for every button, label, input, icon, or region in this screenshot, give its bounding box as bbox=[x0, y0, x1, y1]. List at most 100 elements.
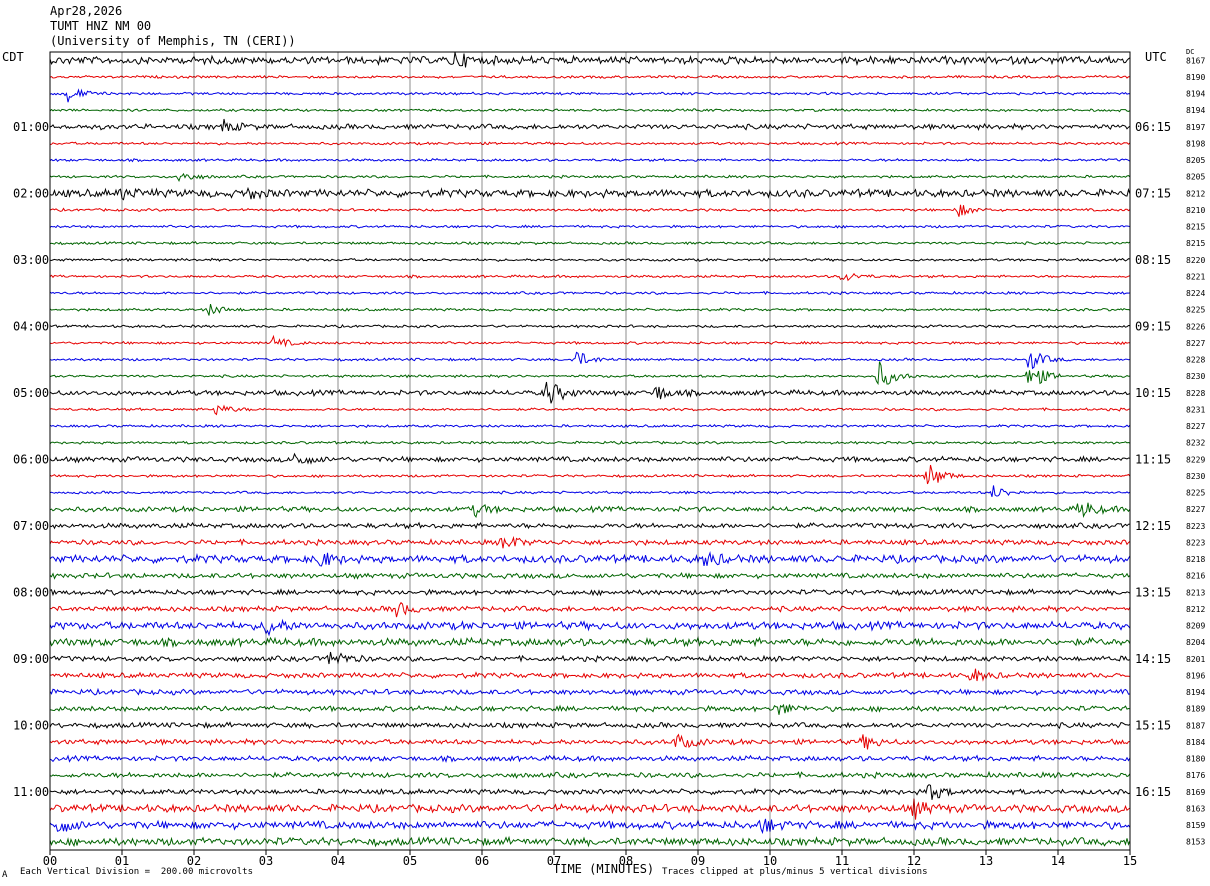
trace-red-row-13 bbox=[49, 272, 1131, 282]
footer-clip-note: Traces clipped at plus/minus 5 vertical … bbox=[662, 867, 928, 877]
trace-black-row-16 bbox=[49, 323, 1131, 329]
trace-black-row-20 bbox=[49, 381, 1131, 404]
x-tick-label: 07 bbox=[547, 854, 561, 868]
x-axis-title: TIME (MINUTES) bbox=[553, 862, 655, 876]
dc-value: 8176 bbox=[1186, 771, 1205, 780]
dc-value: 8180 bbox=[1186, 755, 1205, 764]
date-label: Apr28,2026 bbox=[50, 4, 123, 18]
dc-value: 8205 bbox=[1186, 173, 1205, 182]
dc-value: 8216 bbox=[1186, 572, 1205, 581]
dc-value: 8223 bbox=[1186, 538, 1205, 547]
trace-green-row-31 bbox=[49, 571, 1131, 580]
trace-green-row-7 bbox=[49, 172, 1131, 183]
trace-blue-row-14 bbox=[49, 290, 1131, 296]
left-time-label: 07:00 bbox=[13, 519, 49, 533]
grid-group bbox=[49, 51, 1131, 855]
left-time-label: 09:00 bbox=[13, 652, 49, 666]
right-time-label: 10:15 bbox=[1135, 386, 1171, 400]
x-tick-label: 11 bbox=[835, 854, 849, 868]
trace-green-row-35 bbox=[49, 636, 1131, 649]
trace-group bbox=[49, 52, 1131, 848]
dc-value: 8169 bbox=[1186, 788, 1205, 797]
station-label: TUMT HNZ NM 00 bbox=[50, 19, 152, 33]
left-time-label: 08:00 bbox=[13, 585, 49, 599]
dc-value: 8232 bbox=[1186, 439, 1205, 448]
dc-value: 8218 bbox=[1186, 555, 1205, 564]
dc-value: 8194 bbox=[1186, 90, 1205, 99]
label-group: 00 01 02 03 04 05 06 07 08 09 10 11 12 13 14 15 01:00 02:… bbox=[13, 56, 1205, 868]
x-tick-label: 09 bbox=[691, 854, 705, 868]
trace-red-row-21 bbox=[49, 404, 1131, 416]
dc-value: 8224 bbox=[1186, 289, 1205, 298]
left-time-label: 02:00 bbox=[13, 186, 49, 200]
dc-value: 8227 bbox=[1186, 422, 1205, 431]
dc-value: 8223 bbox=[1186, 522, 1205, 531]
trace-blue-row-34 bbox=[49, 618, 1131, 637]
dc-value: 8194 bbox=[1186, 688, 1205, 697]
left-time-label: 06:00 bbox=[13, 452, 49, 466]
left-time-label: 04:00 bbox=[13, 319, 49, 333]
right-time-label: 08:15 bbox=[1135, 253, 1171, 267]
x-tick-label: 01 bbox=[115, 854, 129, 868]
dc-value: 8189 bbox=[1186, 705, 1205, 714]
trace-black-row-12 bbox=[49, 257, 1131, 263]
dc-value: 8194 bbox=[1186, 106, 1205, 115]
dc-value: 8215 bbox=[1186, 239, 1205, 248]
station-header: Apr28,2026 TUMT HNZ NM 00 (University of M… bbox=[50, 4, 296, 49]
trace-blue-row-2 bbox=[49, 88, 1131, 103]
trace-black-row-24 bbox=[49, 452, 1131, 465]
dc-value: 8190 bbox=[1186, 73, 1205, 82]
dc-value: 8159 bbox=[1186, 821, 1205, 830]
right-time-label: 16:15 bbox=[1135, 785, 1171, 799]
left-time-label: 05:00 bbox=[13, 386, 49, 400]
trace-black-row-40 bbox=[49, 721, 1131, 730]
x-tick-label: 10 bbox=[763, 854, 777, 868]
left-time-label: 10:00 bbox=[13, 718, 49, 732]
timezone-right-label: UTC bbox=[1145, 50, 1167, 64]
trace-green-row-19 bbox=[49, 361, 1131, 386]
right-time-label: 15:15 bbox=[1135, 718, 1171, 732]
dc-value: 8226 bbox=[1186, 322, 1205, 331]
trace-red-row-45 bbox=[49, 798, 1131, 820]
trace-green-row-23 bbox=[49, 440, 1131, 445]
trace-black-row-4 bbox=[49, 118, 1131, 132]
dc-value: 8220 bbox=[1186, 256, 1205, 265]
dc-value: 8227 bbox=[1186, 339, 1205, 348]
trace-blue-row-22 bbox=[49, 423, 1131, 429]
trace-red-row-33 bbox=[50, 601, 1131, 618]
trace-green-row-39 bbox=[49, 703, 1131, 715]
dc-value: 8205 bbox=[1186, 156, 1205, 165]
dc-value: 8225 bbox=[1186, 306, 1205, 315]
trace-green-row-3 bbox=[49, 108, 1131, 113]
x-tick-label: 14 bbox=[1051, 854, 1065, 868]
dc-value: 8228 bbox=[1186, 389, 1205, 398]
dc-value: 8201 bbox=[1186, 655, 1205, 664]
dc-value: 8210 bbox=[1186, 206, 1205, 215]
trace-red-row-5 bbox=[49, 141, 1131, 146]
right-time-label: 12:15 bbox=[1135, 519, 1171, 533]
dc-value: 8197 bbox=[1186, 123, 1205, 132]
network-label: (University of Memphis, TN (CERI)) bbox=[50, 34, 296, 48]
right-time-label: 13:15 bbox=[1135, 585, 1171, 599]
dc-value: 8187 bbox=[1186, 721, 1205, 730]
x-tick-label: 05 bbox=[403, 854, 417, 868]
dc-value: 8163 bbox=[1186, 804, 1205, 813]
timezone-left-label: CDT bbox=[2, 50, 24, 64]
trace-green-row-15 bbox=[49, 303, 1131, 316]
dc-value: 8153 bbox=[1186, 838, 1205, 847]
dc-value: 8215 bbox=[1186, 223, 1205, 232]
trace-black-row-44 bbox=[49, 784, 1131, 800]
x-tick-label: 04 bbox=[331, 854, 345, 868]
dc-value: 8184 bbox=[1186, 738, 1205, 747]
x-tick-label: 08 bbox=[619, 854, 633, 868]
trace-red-row-29 bbox=[49, 535, 1131, 549]
x-tick-label: 15 bbox=[1123, 854, 1137, 868]
trace-green-row-47 bbox=[49, 835, 1131, 848]
right-time-label: 14:15 bbox=[1135, 652, 1171, 666]
trace-black-row-36 bbox=[49, 651, 1131, 665]
dc-value: 8204 bbox=[1186, 638, 1205, 647]
dc-value: 8221 bbox=[1186, 272, 1205, 281]
dc-value: 8198 bbox=[1186, 139, 1205, 148]
x-tick-label: 12 bbox=[907, 854, 921, 868]
